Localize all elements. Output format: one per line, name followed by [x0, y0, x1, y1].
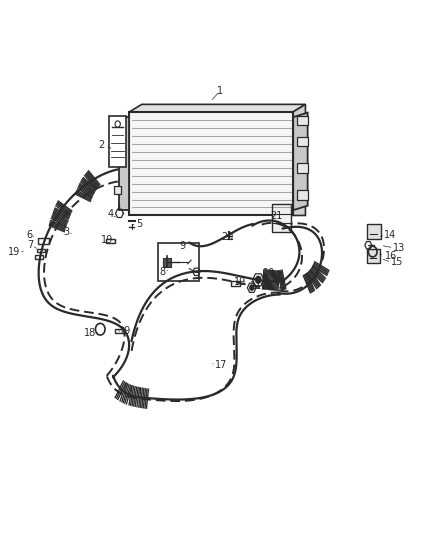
Bar	[297, 190, 308, 199]
Circle shape	[249, 285, 254, 291]
Bar	[115, 329, 124, 334]
Circle shape	[255, 276, 261, 284]
Bar	[297, 137, 308, 147]
Bar	[114, 154, 121, 163]
Text: 19: 19	[234, 278, 247, 287]
Text: 17: 17	[215, 360, 227, 370]
Text: 4: 4	[107, 209, 113, 220]
Bar	[297, 116, 308, 125]
Polygon shape	[130, 104, 305, 112]
Bar	[367, 249, 380, 263]
Text: 3: 3	[64, 227, 70, 237]
Polygon shape	[293, 112, 307, 210]
Bar	[38, 238, 49, 244]
Text: 11: 11	[251, 281, 263, 291]
Bar	[231, 281, 240, 286]
Text: 7: 7	[27, 240, 33, 250]
Bar	[272, 204, 290, 232]
Polygon shape	[119, 117, 130, 210]
Text: 8: 8	[159, 267, 166, 277]
Text: 12: 12	[271, 274, 283, 284]
Bar	[158, 243, 199, 281]
Text: 2: 2	[99, 140, 105, 150]
Bar	[367, 224, 381, 239]
Text: 19: 19	[101, 235, 113, 245]
Bar	[35, 255, 43, 259]
Bar	[106, 239, 115, 243]
Bar	[114, 122, 121, 131]
Bar	[114, 185, 121, 194]
Circle shape	[264, 280, 269, 287]
Text: 13: 13	[393, 243, 405, 253]
Bar	[297, 164, 308, 173]
Polygon shape	[293, 104, 305, 215]
Text: 1: 1	[217, 86, 223, 96]
Text: 10: 10	[263, 268, 275, 278]
Text: 20: 20	[222, 232, 234, 243]
Bar	[163, 258, 171, 266]
Text: 19: 19	[7, 247, 20, 257]
Bar	[130, 112, 293, 215]
Text: 9: 9	[180, 241, 186, 251]
Text: 5: 5	[136, 219, 142, 229]
Text: 6: 6	[26, 230, 32, 240]
Text: 18: 18	[84, 328, 96, 338]
Text: 19: 19	[119, 326, 131, 336]
Text: 21: 21	[271, 211, 283, 221]
Bar	[109, 116, 127, 166]
Text: 15: 15	[391, 257, 403, 267]
Bar	[37, 248, 45, 253]
Text: 14: 14	[384, 230, 396, 240]
Text: 16: 16	[385, 251, 397, 261]
